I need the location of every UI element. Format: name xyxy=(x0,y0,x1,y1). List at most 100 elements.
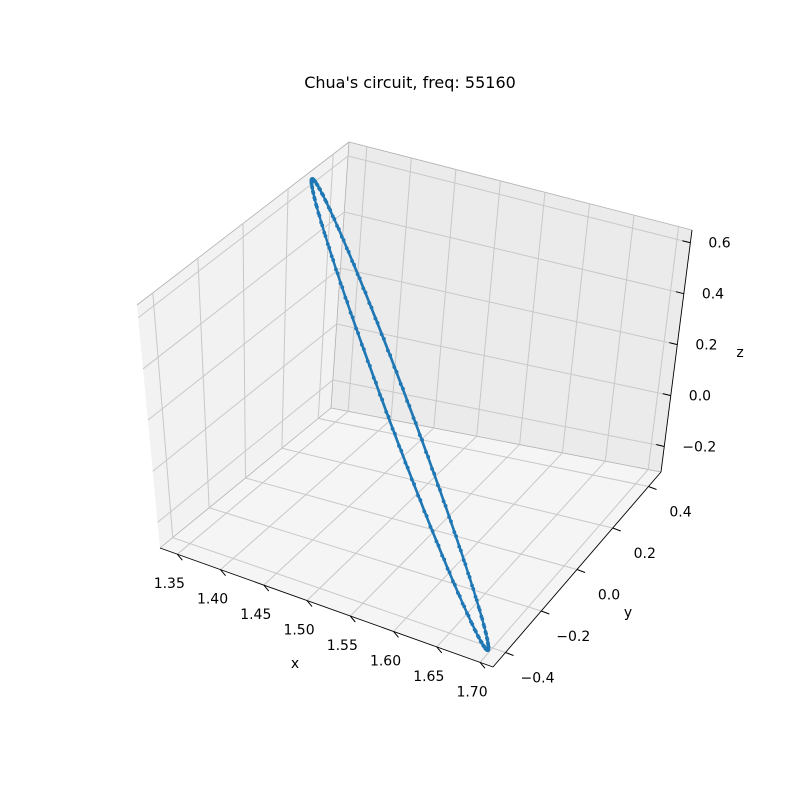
trajectory-point xyxy=(321,193,325,198)
trajectory-point xyxy=(354,326,358,331)
z-tick-label: −0.2 xyxy=(682,440,716,456)
y-tick-label: −0.2 xyxy=(556,629,590,645)
trajectory-point xyxy=(331,258,336,262)
z-tick-label: 0.0 xyxy=(689,389,711,405)
trajectory-point xyxy=(420,438,424,442)
trajectory-point xyxy=(373,316,378,321)
x-gridline xyxy=(176,146,368,555)
x-tick xyxy=(479,662,486,669)
trajectory-point xyxy=(340,285,345,290)
trajectory-point xyxy=(336,227,341,231)
x-gridline xyxy=(349,192,546,617)
z-tick-label: 0.4 xyxy=(702,287,724,303)
z-tick xyxy=(675,291,684,295)
trajectory-point xyxy=(405,399,409,403)
trajectory-point xyxy=(434,539,439,544)
trajectory-point xyxy=(368,364,372,368)
trajectory-point xyxy=(390,427,395,431)
trajectory-point xyxy=(401,386,405,391)
trajectory-point xyxy=(312,195,317,200)
trajectory-point xyxy=(483,646,487,650)
trajectory-point xyxy=(371,375,376,380)
trajectory-point xyxy=(412,482,416,486)
x-gridline xyxy=(263,169,457,586)
pane-edge xyxy=(330,141,350,409)
trajectory-point xyxy=(416,493,420,498)
trajectory-point xyxy=(477,608,482,612)
z-tick xyxy=(662,393,671,397)
x-tick xyxy=(306,600,313,607)
trajectory-point xyxy=(478,639,483,644)
trajectory-point xyxy=(334,267,338,272)
trajectory-point xyxy=(454,534,458,539)
trajectory-point xyxy=(465,611,469,616)
trajectory-point xyxy=(438,488,442,492)
x-tick-label: 1.45 xyxy=(240,607,271,623)
z-tick-label: 0.2 xyxy=(695,338,717,354)
trajectory-point xyxy=(445,566,450,571)
x-tick-label: 1.35 xyxy=(154,576,185,592)
trajectory-point xyxy=(365,359,370,363)
z-gridline xyxy=(142,211,684,370)
y-tick xyxy=(505,652,514,656)
trajectory-point xyxy=(451,579,455,584)
trajectory-point xyxy=(382,337,386,341)
z-tick xyxy=(682,240,691,244)
trajectory-point xyxy=(335,224,339,228)
z-axis-line xyxy=(660,229,693,473)
trajectory-point xyxy=(452,530,457,534)
trajectory-point xyxy=(314,202,318,207)
x-tick-label: 1.65 xyxy=(413,669,444,685)
trajectory-point xyxy=(346,250,351,254)
axis-ticks: 1.35 1.40 1.45 1.50 1.55 1.60 1.65 1.70 −0.4 −0.2… xyxy=(154,236,731,701)
trajectory-point xyxy=(417,433,422,437)
trajectory-point xyxy=(356,331,360,335)
trajectory-point xyxy=(367,301,372,305)
trajectory-point xyxy=(319,220,323,225)
trajectory-point xyxy=(441,499,446,504)
z-tick xyxy=(656,444,665,448)
trajectory-point xyxy=(350,259,354,263)
trajectory-point xyxy=(432,471,437,476)
y-tick-label: −0.4 xyxy=(521,670,555,686)
x-tick-label: 1.55 xyxy=(327,638,358,654)
y-tick xyxy=(576,569,586,573)
trajectory-point xyxy=(411,416,416,420)
pane-edge xyxy=(348,141,693,231)
trajectory-point xyxy=(343,295,348,300)
trajectory-point xyxy=(470,583,474,588)
y-gridline xyxy=(197,258,542,612)
trajectory-point xyxy=(386,348,390,353)
x-gridline xyxy=(306,180,501,601)
trajectory-point xyxy=(363,290,368,295)
trajectory-point xyxy=(325,242,330,247)
trajectory-point xyxy=(352,262,356,267)
trajectory-point xyxy=(335,271,340,276)
trajectory-point xyxy=(430,529,435,533)
x-tick-label: 1.70 xyxy=(456,684,487,700)
trajectory-point xyxy=(380,397,385,402)
trajectory-point xyxy=(452,582,457,587)
trajectory-point xyxy=(436,543,441,548)
z-gridline xyxy=(137,155,691,319)
trajectory-point xyxy=(485,637,490,642)
series-trajectory xyxy=(309,177,491,653)
y-tick xyxy=(648,486,657,490)
trajectory-point xyxy=(329,254,334,259)
y-tick-label: 0.2 xyxy=(634,546,656,562)
trajectory-point xyxy=(461,558,466,563)
trajectory-point xyxy=(443,504,448,508)
trajectory-point xyxy=(430,466,434,471)
trajectory-point xyxy=(318,187,322,192)
y-gridline xyxy=(281,188,613,529)
trajectory-point xyxy=(399,448,404,453)
x-tick xyxy=(349,615,356,623)
trajectory-point xyxy=(469,620,473,624)
trajectory-point xyxy=(339,234,344,239)
trajectory-point xyxy=(397,444,401,448)
trajectory-point xyxy=(422,509,427,514)
trajectory-point xyxy=(418,498,423,503)
trajectory-point xyxy=(428,524,433,529)
trajectory-point xyxy=(348,310,353,315)
